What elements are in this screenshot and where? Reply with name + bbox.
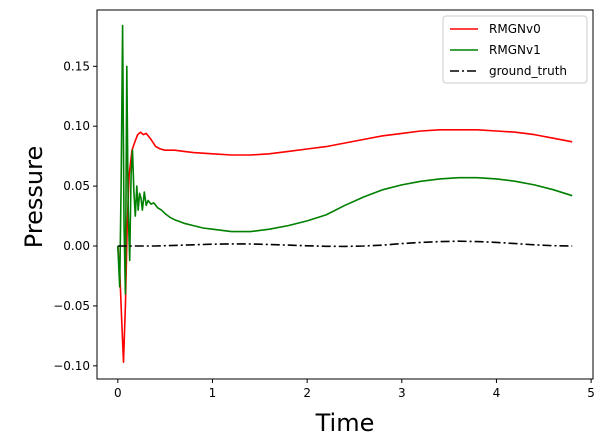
- y-tick-label: 0.10: [63, 119, 90, 133]
- y-tick-label: 0.05: [63, 179, 90, 193]
- y-tick-label: 0.00: [63, 239, 90, 253]
- x-tick-label: 5: [587, 386, 595, 400]
- series-line-RMGNv1: [117, 24, 573, 295]
- y-tick-label: −0.05: [53, 299, 90, 313]
- x-tick-label: 4: [493, 386, 501, 400]
- x-tick-label: 3: [398, 386, 406, 400]
- legend-box: [442, 15, 588, 84]
- legend-label-RMGNv1: RMGNv1: [489, 43, 541, 57]
- x-tick-label: 2: [303, 386, 311, 400]
- legend-label-ground_truth: ground_truth: [489, 64, 567, 78]
- series-lines: [117, 24, 573, 364]
- x-axis-label: Time: [315, 409, 375, 437]
- legend-label-RMGNv0: RMGNv0: [489, 22, 541, 36]
- y-axis-ticks: −0.10 −0.05 0.00 0.05 0.10 0.15: [53, 59, 97, 373]
- x-axis-ticks: 0 1 2 3 4 5: [114, 379, 595, 400]
- y-tick-label: 0.15: [63, 59, 90, 73]
- x-tick-label: 1: [209, 386, 217, 400]
- series-line-RMGNv0: [117, 129, 573, 364]
- series-line-ground_truth: [117, 240, 573, 248]
- y-tick-label: −0.10: [53, 359, 90, 373]
- y-axis-label: Pressure: [20, 146, 48, 248]
- plot-frame: [96, 9, 594, 380]
- x-tick-label: 0: [114, 386, 122, 400]
- legend: RMGNv0 RMGNv1 ground_truth: [442, 15, 588, 84]
